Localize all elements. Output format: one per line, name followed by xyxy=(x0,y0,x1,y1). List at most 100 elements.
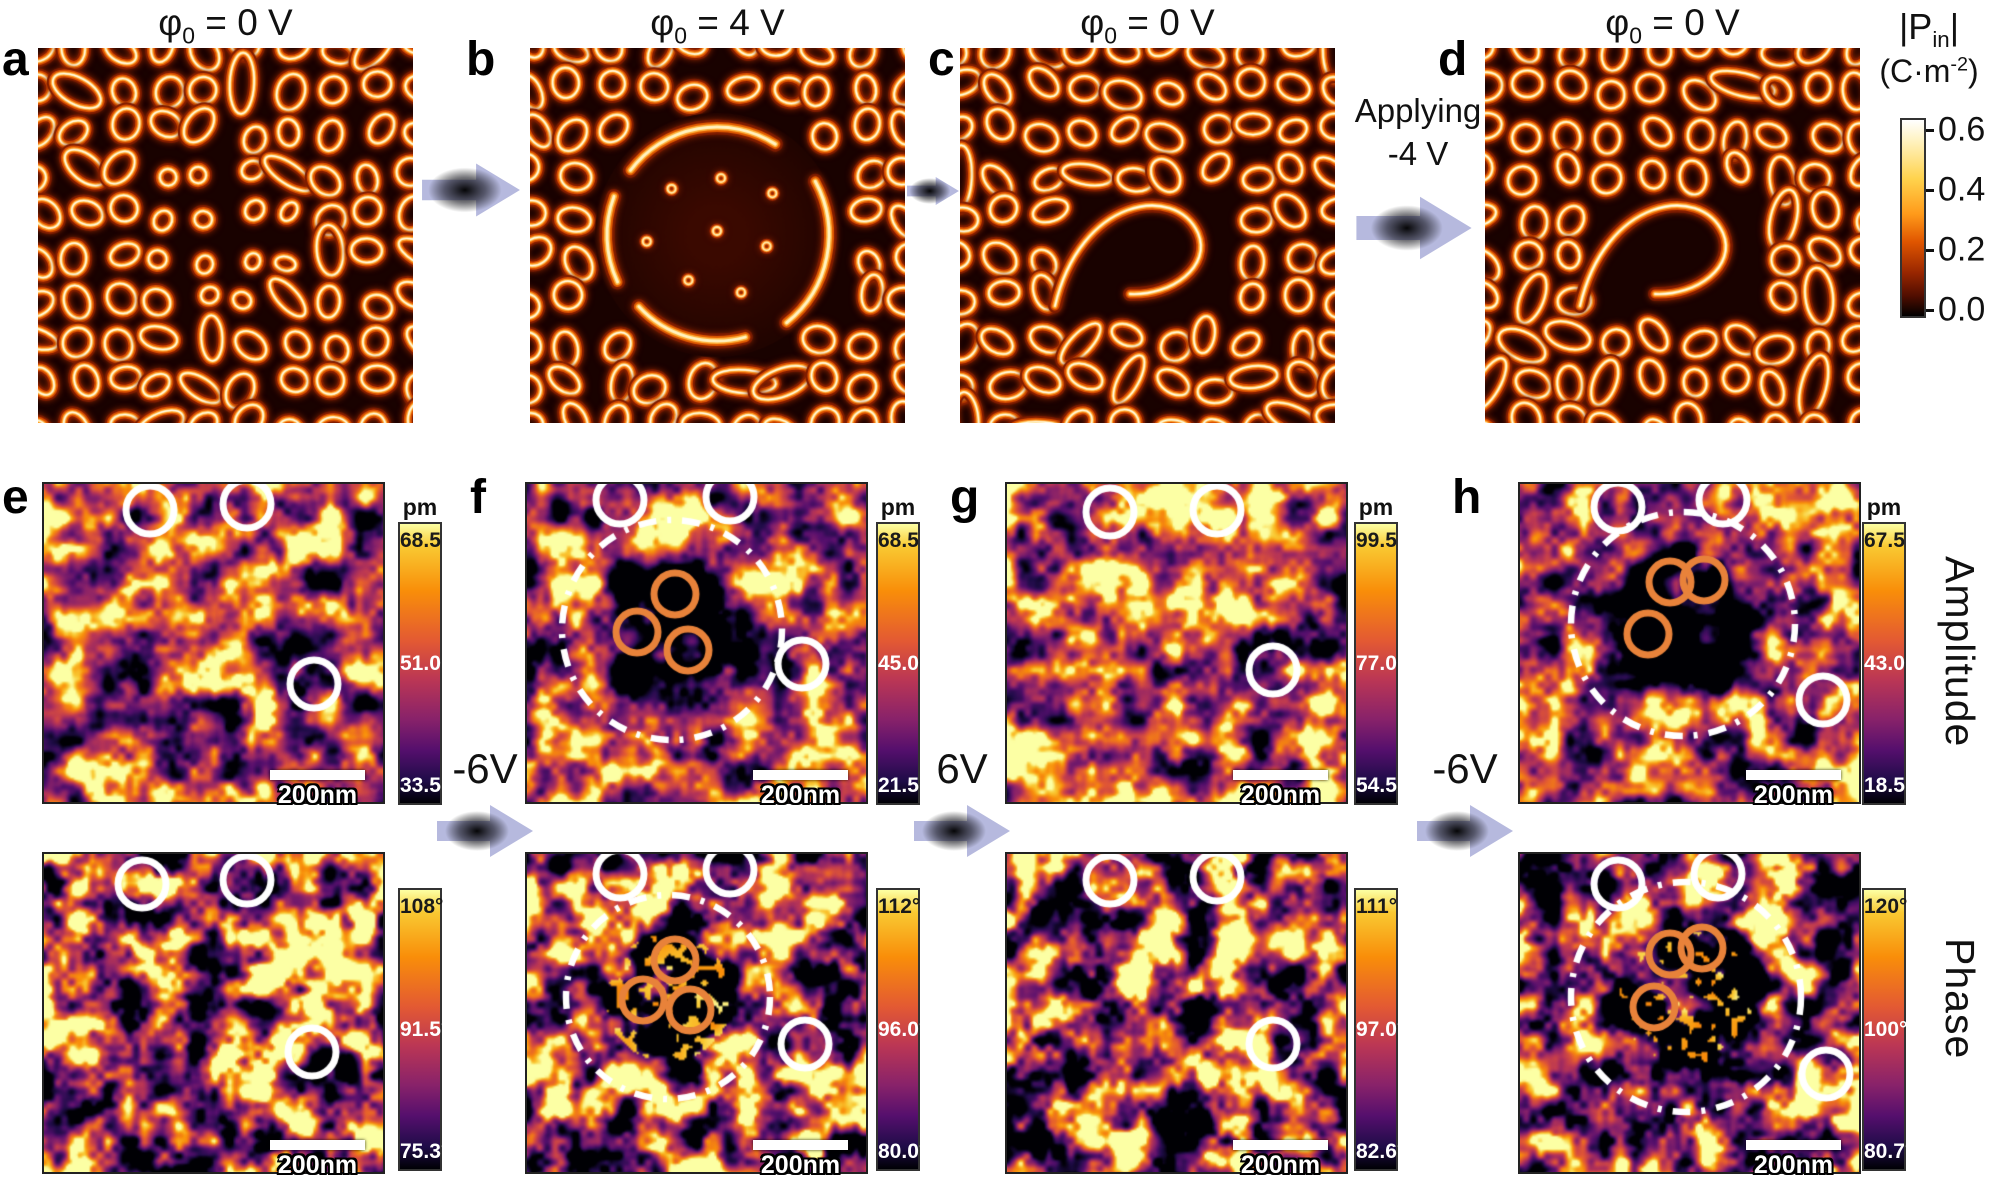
simulation-image-b xyxy=(530,48,905,423)
pfm-amplitude-image-g xyxy=(1005,482,1348,804)
panel-letter-b: b xyxy=(466,33,496,86)
amplitude-colorbar-f: 68.5 45.0 21.5 xyxy=(876,522,920,805)
colorbar-max: 111° xyxy=(1356,895,1398,918)
simulation-image-c xyxy=(960,48,1335,423)
simulation-image-a xyxy=(38,48,413,423)
scale-bar-label: 200nm xyxy=(1753,781,1834,809)
phase-colorbar-e: 108° 91.5° 75.3° xyxy=(398,888,450,1171)
colorbar-unit: pm xyxy=(1866,494,1902,520)
scale-bar-label: 200nm xyxy=(277,1151,358,1179)
tick-mark xyxy=(1926,189,1934,192)
colorbar-unit: pm xyxy=(402,494,438,520)
panel-letter-d: d xyxy=(1438,33,1468,86)
colorbar-mid: 91.5° xyxy=(400,1018,450,1041)
colorbar-min: 21.5 xyxy=(878,774,919,797)
arrow-right-icon xyxy=(914,805,1010,857)
colorbar-max: 108° xyxy=(400,895,444,918)
pfm-amplitude-image-f xyxy=(525,482,868,804)
sim-colorbar xyxy=(1900,118,1926,318)
colorbar-max: 120° xyxy=(1864,895,1908,918)
panel-title-a: φ0 = 0 V xyxy=(158,2,293,49)
colorbar-unit: pm xyxy=(880,494,916,520)
colorbar-max: 68.5 xyxy=(400,529,441,552)
colorbar-mid: 43.0 xyxy=(1864,652,1905,675)
simulation-image-d xyxy=(1485,48,1860,423)
amplitude-colorbar-g: 99.5 77.0 54.5 xyxy=(1354,522,1398,805)
panel-title-b: φ0 = 4 V xyxy=(650,2,785,49)
colorbar-min: 33.5 xyxy=(400,774,441,797)
panel-letter-a: a xyxy=(2,33,29,86)
amplitude-row-label: Amplitude xyxy=(1937,556,1983,748)
colorbar-mid: 100° xyxy=(1864,1018,1908,1041)
panel-letter-c: c xyxy=(928,33,955,86)
amplitude-colorbar-e: 68.5 51.0 33.5 xyxy=(398,522,442,805)
pfm-phase-image-e xyxy=(42,852,385,1174)
tick-mark xyxy=(1926,309,1934,312)
scale-bar xyxy=(270,1140,365,1150)
phase-colorbar-f: 112° 96.0° 80.0° xyxy=(876,888,928,1171)
colorbar-max: 67.5 xyxy=(1864,529,1905,552)
colorbar-mid: 96.0° xyxy=(878,1018,928,1041)
polarization-label: |Pin| xyxy=(1898,6,1960,53)
pfm-amplitude-image-h xyxy=(1518,482,1861,804)
scale-bar xyxy=(753,770,848,780)
panel-title-c: φ0 = 0 V xyxy=(1080,2,1215,49)
colorbar-mid: 45.0 xyxy=(878,652,919,675)
colorbar-min: 18.5 xyxy=(1864,774,1905,797)
voltage-label: 6V xyxy=(936,745,988,792)
amplitude-colorbar-h: 67.5 43.0 18.5 xyxy=(1862,522,1906,805)
pfm-amplitude-image-e xyxy=(42,482,385,804)
panel-letter-h: h xyxy=(1452,471,1482,524)
scale-bar xyxy=(1746,770,1841,780)
tick-label: 0.4 xyxy=(1938,170,1986,209)
scale-bar xyxy=(753,1140,848,1150)
applying-voltage-label: Applying -4 V xyxy=(1354,92,1482,172)
tick-mark xyxy=(1926,249,1934,252)
colorbar-unit: pm xyxy=(1358,494,1394,520)
panel-letter-e: e xyxy=(2,471,29,524)
colorbar-max: 112° xyxy=(878,895,921,918)
phase-colorbar-g: 111° 97.0° 82.6° xyxy=(1354,888,1406,1171)
colorbar-mid: 97.0° xyxy=(1356,1018,1406,1041)
pfm-phase-image-f xyxy=(525,852,868,1174)
colorbar-min: 80.7° xyxy=(1864,1140,1914,1163)
scale-bar xyxy=(1746,1140,1841,1150)
scale-bar-label: 200nm xyxy=(760,1151,841,1179)
scale-bar-label: 200nm xyxy=(1753,1151,1834,1179)
panel-letter-f: f xyxy=(470,471,486,524)
colorbar-min: 54.5 xyxy=(1356,774,1397,797)
scale-bar-label: 200nm xyxy=(760,781,841,809)
tick-mark xyxy=(1926,129,1934,132)
scale-bar xyxy=(270,770,365,780)
arrow-right-icon xyxy=(422,163,520,217)
scale-bar xyxy=(1233,1140,1328,1150)
panel-title-d: φ0 = 0 V xyxy=(1605,2,1740,49)
pfm-phase-image-g xyxy=(1005,852,1348,1174)
arrow-right-icon xyxy=(1417,805,1513,857)
scale-bar xyxy=(1233,770,1328,780)
voltage-label: -6V xyxy=(452,745,518,792)
polarization-units: (C·m-2) xyxy=(1879,52,1979,89)
arrow-right-icon xyxy=(437,805,533,857)
colorbar-max: 68.5 xyxy=(878,529,919,552)
scale-bar-label: 200nm xyxy=(1240,781,1321,809)
voltage-label: -6V xyxy=(1432,745,1498,792)
arrow-right-icon xyxy=(1356,196,1472,260)
colorbar-mid: 51.0 xyxy=(400,652,441,675)
scale-bar-label: 200nm xyxy=(1240,1151,1321,1179)
panel-letter-g: g xyxy=(950,471,980,524)
colorbar-min: 82.6° xyxy=(1356,1140,1406,1163)
tick-label: 0.2 xyxy=(1938,230,1986,269)
phase-row-label: Phase xyxy=(1937,938,1983,1060)
tick-label: 0.0 xyxy=(1938,290,1986,329)
colorbar-min: 75.3° xyxy=(400,1140,450,1163)
scale-bar-label: 200nm xyxy=(277,781,358,809)
phase-colorbar-h: 120° 100° 80.7° xyxy=(1862,888,1914,1171)
colorbar-mid: 77.0 xyxy=(1356,652,1397,675)
colorbar-min: 80.0° xyxy=(878,1140,928,1163)
arrow-right-icon xyxy=(907,176,959,206)
tick-label: 0.6 xyxy=(1938,110,1986,149)
sim-colorbar-title: |Pin| (C·m-2) xyxy=(1858,6,2000,90)
pfm-phase-image-h xyxy=(1518,852,1861,1174)
